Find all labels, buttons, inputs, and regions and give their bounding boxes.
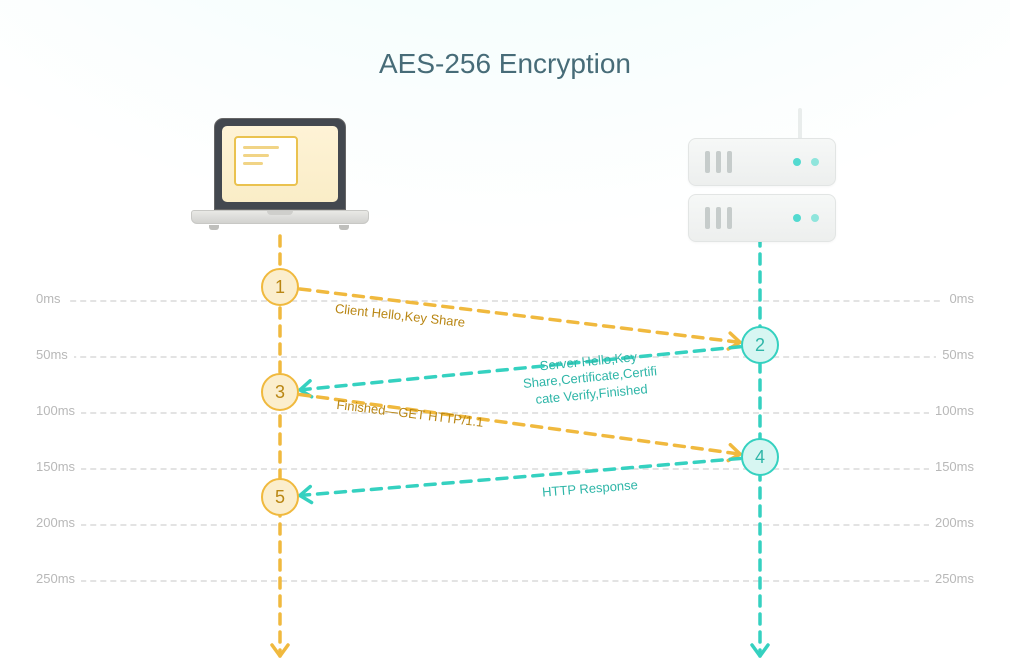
step-circle-1: 1 [261, 268, 299, 306]
step-circle-3: 3 [261, 373, 299, 411]
timeline-gridline [30, 468, 980, 470]
server-leds [793, 158, 819, 166]
laptop-screen-inner [222, 126, 338, 202]
server-antenna [798, 108, 802, 142]
laptop-screen [214, 118, 346, 210]
vent [705, 207, 710, 229]
message-label: HTTP Response [542, 477, 639, 501]
step-circle-5: 5 [261, 478, 299, 516]
laptop-window [234, 136, 298, 186]
client-laptop-icon [214, 118, 369, 230]
timeline-gridline [30, 412, 980, 414]
server-icon [688, 138, 836, 250]
step-circle-2: 2 [741, 326, 779, 364]
server-vents [705, 207, 732, 229]
timeline-gridline [30, 356, 980, 358]
timeline-label: 50ms [30, 347, 74, 362]
message-label: Finished—GET HTTP/1.1 [336, 397, 485, 431]
timeline-label: 0ms [943, 291, 980, 306]
window-line [243, 146, 279, 149]
server-unit [688, 194, 836, 242]
step-circle-4: 4 [741, 438, 779, 476]
timeline-label: 150ms [929, 459, 980, 474]
led-icon [793, 158, 801, 166]
timeline-gridline [30, 580, 980, 582]
timeline-label: 250ms [929, 571, 980, 586]
server-unit [688, 138, 836, 186]
led-icon [811, 214, 819, 222]
vent [705, 151, 710, 173]
led-icon [811, 158, 819, 166]
timeline-label: 250ms [30, 571, 81, 586]
timeline-label: 100ms [929, 403, 980, 418]
led-icon [793, 214, 801, 222]
server-leds [793, 214, 819, 222]
vent [727, 207, 732, 229]
diagram-stage: AES-256 Encryption [0, 0, 1010, 666]
laptop-base [191, 210, 369, 224]
laptop-feet [191, 224, 367, 230]
laptop-foot [209, 225, 219, 230]
timeline-label: 0ms [30, 291, 67, 306]
timeline-gridline [30, 524, 980, 526]
laptop-foot [339, 225, 349, 230]
diagram-title: AES-256 Encryption [0, 48, 1010, 80]
vent [716, 207, 721, 229]
timeline-label: 100ms [30, 403, 81, 418]
window-line [243, 154, 269, 157]
timeline-label: 50ms [936, 347, 980, 362]
vent [727, 151, 732, 173]
server-vents [705, 151, 732, 173]
timeline-label: 200ms [929, 515, 980, 530]
timeline-label: 200ms [30, 515, 81, 530]
timeline-label: 150ms [30, 459, 81, 474]
window-line [243, 162, 263, 165]
timeline-gridline [30, 300, 980, 302]
vent [716, 151, 721, 173]
